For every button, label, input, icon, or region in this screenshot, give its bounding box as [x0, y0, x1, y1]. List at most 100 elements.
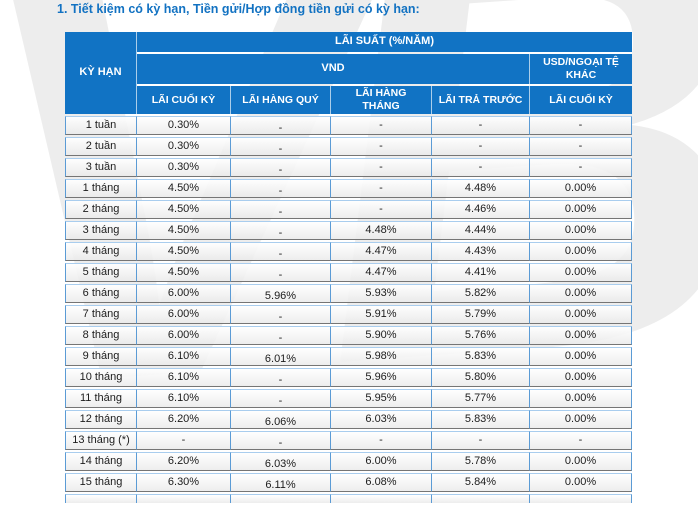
rate-cell-monthly: 4.47%: [331, 263, 432, 283]
table-row: 4 tháng 4.50% - 4.47% 4.43% 0.00%: [65, 242, 633, 262]
column-header-usd-final-interest: LÃI CUỐI KỲ: [530, 86, 633, 115]
table-row: 5 tháng 4.50% - 4.47% 4.41% 0.00%: [65, 263, 633, 283]
rate-cell-prepaid: -: [432, 137, 530, 157]
rate-cell-final: 0.30%: [137, 137, 231, 157]
table-row: 6 tháng 6.00% 5.96% 5.93% 5.82% 0.00%: [65, 284, 633, 304]
rate-cell-quarterly: 6.01%: [231, 347, 331, 367]
rate-cell-quarterly: 6.03%: [231, 452, 331, 472]
rate-cell-quarterly: -: [231, 326, 331, 346]
rate-cell-usd: 0.00%: [530, 221, 633, 241]
rates-table: KỲ HẠN LÃI SUẤT (%/NĂM) VND USD/NGOẠI TỆ…: [65, 30, 633, 505]
column-header-prepaid-interest: LÃI TRẢ TRƯỚC: [432, 86, 530, 115]
rate-cell-quarterly: 6.06%: [231, 410, 331, 430]
table-row: 2 tháng 4.50% - - 4.46% 0.00%: [65, 200, 633, 220]
rate-cell-monthly: -: [331, 116, 432, 136]
rate-cell-prepaid: 4.46%: [432, 200, 530, 220]
rate-cell-usd: 0.00%: [530, 284, 633, 304]
rate-cell-monthly: -: [331, 431, 432, 451]
rate-cell-monthly: 4.48%: [331, 221, 432, 241]
rate-cell-prepaid: 4.41%: [432, 263, 530, 283]
column-header-term: KỲ HẠN: [65, 32, 137, 115]
header-row-rate-group: KỲ HẠN LÃI SUẤT (%/NĂM): [65, 32, 633, 115]
rate-cell-usd: -: [530, 137, 633, 157]
rate-cell-usd: 0.00%: [530, 368, 633, 388]
rate-cell-prepaid: [432, 494, 530, 504]
rate-cell-prepaid: 4.43%: [432, 242, 530, 262]
term-cell: 11 tháng: [65, 389, 137, 409]
column-header-monthly-interest: LÃI HÀNG THÁNG: [331, 86, 432, 115]
rate-cell-quarterly: -: [231, 431, 331, 451]
table-row: 8 tháng 6.00% - 5.90% 5.76% 0.00%: [65, 326, 633, 346]
rate-cell-final: 6.20%: [137, 410, 231, 430]
rate-cell-final: 4.50%: [137, 221, 231, 241]
table-row: 15 tháng 6.30% 6.11% 6.08% 5.84% 0.00%: [65, 473, 633, 493]
rate-cell-final: 6.00%: [137, 284, 231, 304]
header-row-subcols: LÃI CUỐI KỲ LÃI HÀNG QUÝ LÃI HÀNG THÁNG …: [65, 86, 633, 115]
term-cell: 2 tháng: [65, 200, 137, 220]
term-cell: 15 tháng: [65, 473, 137, 493]
rate-cell-usd: 0.00%: [530, 179, 633, 199]
column-header-usd-group: USD/NGOẠI TỆ KHÁC: [530, 54, 633, 84]
rate-cell-final: -: [137, 431, 231, 451]
rate-cell-prepaid: -: [432, 158, 530, 178]
rate-cell-usd: 0.00%: [530, 326, 633, 346]
rate-cell-usd: 0.00%: [530, 263, 633, 283]
term-cell: 4 tháng: [65, 242, 137, 262]
table-row: 11 tháng 6.10% - 5.95% 5.77% 0.00%: [65, 389, 633, 409]
rate-cell-usd: 0.00%: [530, 389, 633, 409]
rate-cell-prepaid: 5.82%: [432, 284, 530, 304]
rate-cell-quarterly: -: [231, 221, 331, 241]
term-cell: 3 tháng: [65, 221, 137, 241]
rate-cell-prepaid: 4.48%: [432, 179, 530, 199]
term-cell: [65, 494, 137, 504]
rate-cell-quarterly: 5.96%: [231, 284, 331, 304]
rate-cell-quarterly: -: [231, 158, 331, 178]
rate-cell-monthly: -: [331, 137, 432, 157]
term-cell: 3 tuần: [65, 158, 137, 178]
rate-cell-usd: -: [530, 431, 633, 451]
rate-cell-monthly: 6.03%: [331, 410, 432, 430]
rate-cell-usd: 0.00%: [530, 305, 633, 325]
rate-cell-quarterly: -: [231, 137, 331, 157]
rate-cell-quarterly: -: [231, 389, 331, 409]
rate-cell-monthly: 5.95%: [331, 389, 432, 409]
rate-cell-prepaid: 5.78%: [432, 452, 530, 472]
rate-cell-final: 6.30%: [137, 473, 231, 493]
rate-cell-monthly: 5.96%: [331, 368, 432, 388]
column-header-vnd-group: VND: [137, 54, 530, 84]
table-row: 9 tháng 6.10% 6.01% 5.98% 5.83% 0.00%: [65, 347, 633, 367]
rate-cell-quarterly: -: [231, 368, 331, 388]
rate-cell-quarterly: -: [231, 200, 331, 220]
rate-cell-final: 0.30%: [137, 158, 231, 178]
rate-cell-monthly: 5.90%: [331, 326, 432, 346]
rate-cell-prepaid: 5.80%: [432, 368, 530, 388]
rate-cell-monthly: 5.98%: [331, 347, 432, 367]
rate-cell-final: 4.50%: [137, 242, 231, 262]
header-row-currency-group: VND USD/NGOẠI TỆ KHÁC: [65, 54, 633, 84]
rate-cell-prepaid: 5.84%: [432, 473, 530, 493]
term-cell: 8 tháng: [65, 326, 137, 346]
term-cell: 2 tuần: [65, 137, 137, 157]
rate-cell-monthly: [331, 494, 432, 504]
rate-cell-prepaid: 5.79%: [432, 305, 530, 325]
rate-cell-final: [137, 494, 231, 504]
term-cell: 10 tháng: [65, 368, 137, 388]
rate-cell-monthly: 6.08%: [331, 473, 432, 493]
rate-cell-final: 6.10%: [137, 347, 231, 367]
rate-cell-usd: -: [530, 116, 633, 136]
rate-cell-prepaid: -: [432, 116, 530, 136]
rate-cell-quarterly: 6.11%: [231, 473, 331, 493]
rate-cell-monthly: 5.93%: [331, 284, 432, 304]
rate-cell-monthly: -: [331, 200, 432, 220]
table-row: 14 tháng 6.20% 6.03% 6.00% 5.78% 0.00%: [65, 452, 633, 472]
rates-tbody: 1 tuần 0.30% - - - - 2 tuần 0.30% - - - …: [65, 116, 633, 504]
rate-cell-monthly: -: [331, 158, 432, 178]
rate-cell-quarterly: -: [231, 179, 331, 199]
rate-cell-final: 4.50%: [137, 263, 231, 283]
rate-cell-quarterly: -: [231, 263, 331, 283]
rate-cell-final: 6.00%: [137, 305, 231, 325]
rate-cell-prepaid: 5.76%: [432, 326, 530, 346]
rate-cell-prepaid: 4.44%: [432, 221, 530, 241]
term-cell: 12 tháng: [65, 410, 137, 430]
